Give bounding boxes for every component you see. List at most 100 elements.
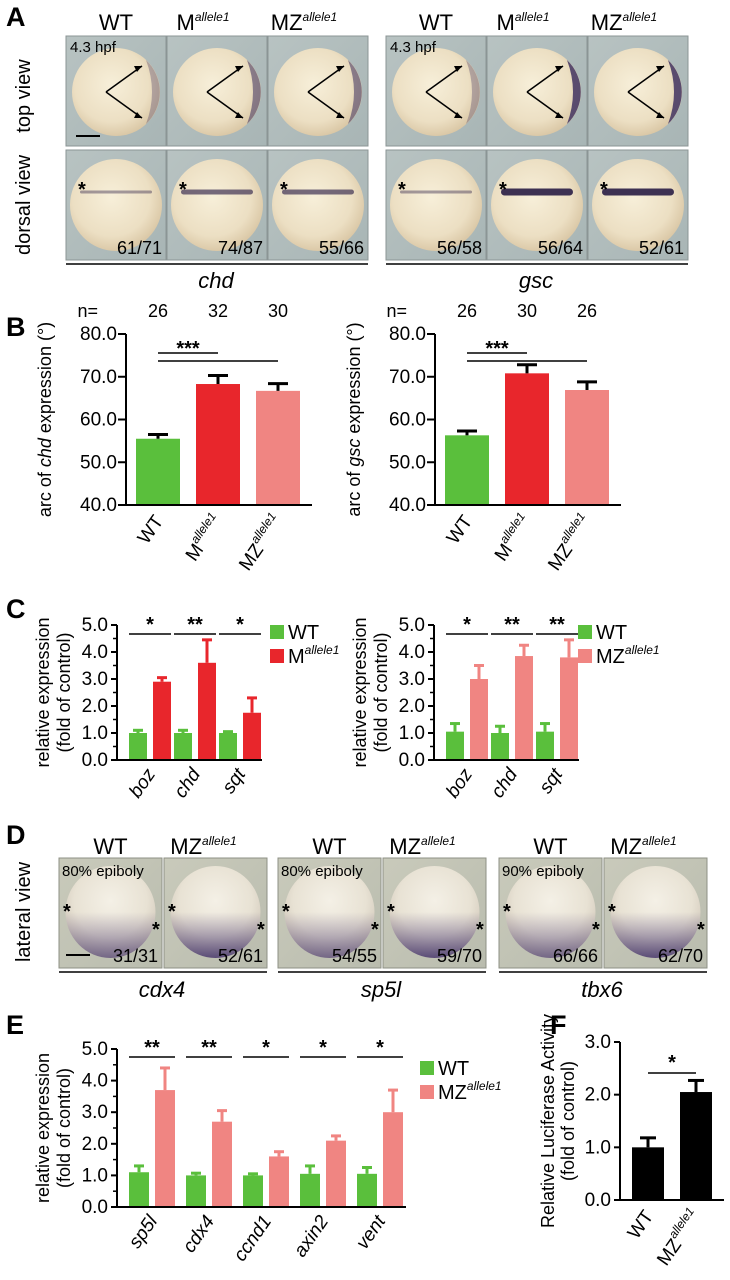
row-label-dorsal-view: dorsal view <box>13 154 35 255</box>
embryo-dorsal <box>70 159 162 251</box>
arc-arrow <box>627 91 665 119</box>
bar <box>536 731 554 760</box>
margin-marker: * <box>503 901 511 923</box>
legend-swatch <box>578 649 592 663</box>
chart-b2-ytick-label: 50.0 <box>389 452 426 473</box>
bar <box>198 662 216 760</box>
chart-e-ytick-label: 0.0 <box>82 1197 108 1218</box>
chart-c1-ytick-label: 1.0 <box>82 723 108 744</box>
chart-e-ytick-label: 1.0 <box>82 1165 108 1186</box>
gene-label: gsc <box>519 268 553 293</box>
embryo-count: 55/66 <box>319 238 364 258</box>
x-tick-label: Mallele1 <box>179 510 228 566</box>
embryo-count: 52/61 <box>639 238 684 258</box>
chart-f-ytick-label: 1.0 <box>585 1137 611 1158</box>
y-axis-label: Relative Luciferase Activity <box>538 1014 558 1228</box>
embryo-dorsal <box>491 159 583 251</box>
genotype-header: MZallele1 <box>271 10 337 35</box>
chart-b1-ytick-label: 80.0 <box>80 324 117 345</box>
y-axis-label: (fold of control) <box>54 1068 74 1188</box>
stage-label: 90% epiboly <box>502 863 584 880</box>
embryo-count: 66/66 <box>553 946 598 966</box>
bar <box>174 733 192 760</box>
panel-label-c: C <box>6 594 26 624</box>
arc-arrow <box>105 65 143 93</box>
embryo-count: 52/61 <box>218 946 263 966</box>
bar <box>470 679 488 760</box>
embryo-count: 59/70 <box>437 946 482 966</box>
panel-label-a: A <box>6 2 26 32</box>
chart-c1-ytick-label: 2.0 <box>82 696 108 717</box>
expression-band <box>170 912 261 959</box>
genotype-header: MZallele1 <box>389 834 455 859</box>
x-tick-label: sp5l <box>125 1211 163 1252</box>
significance-mark: ** <box>144 1037 160 1059</box>
dorsal-band <box>602 188 674 196</box>
chart-c1-ytick-label: 3.0 <box>82 669 108 690</box>
n-label: n= <box>77 301 98 321</box>
chart-c1-ytick-label: 0.0 <box>82 750 108 771</box>
expression-band <box>505 912 596 959</box>
x-tick-label: axin2 <box>290 1211 334 1261</box>
panel-label-e: E <box>6 1010 24 1040</box>
margin-marker: * <box>257 919 265 941</box>
x-tick-label: chd <box>170 764 206 802</box>
y-axis-label: relative expression <box>350 617 370 767</box>
x-tick-label: MZallele1 <box>541 510 597 575</box>
chart-c1-ytick-label: 4.0 <box>82 642 108 663</box>
significance-mark: * <box>668 1052 676 1074</box>
bar <box>383 1112 403 1207</box>
chart-c1-ytick-label: 5.0 <box>82 615 108 636</box>
legend-swatch <box>270 625 284 639</box>
chart-c2-ytick-label: 0.0 <box>399 750 425 771</box>
chart-b1-ytick-label: 70.0 <box>80 367 117 388</box>
chart-b2-ytick-label: 60.0 <box>389 410 426 431</box>
expression-domain <box>668 60 682 124</box>
embryo-count: 74/87 <box>218 238 263 258</box>
embryo-count: 61/71 <box>117 238 162 258</box>
chart-b1-ytick-label: 60.0 <box>80 410 117 431</box>
legend-swatch <box>420 1061 434 1075</box>
panel-f: F 0.0 1.0 2.0 3.0 Relative Luciferase Activit… <box>538 1010 724 1270</box>
margin-marker: * <box>63 901 71 923</box>
chart-e-ytick-label: 3.0 <box>82 1102 108 1123</box>
arc-arrow <box>425 65 463 93</box>
bar <box>186 1175 206 1207</box>
chart-b2-ytick-label: 70.0 <box>389 367 426 388</box>
genotype-header: Mallele1 <box>176 10 229 35</box>
significance-mark: *** <box>485 338 509 360</box>
chart-c2-ytick-label: 3.0 <box>399 669 425 690</box>
arc-arrow <box>105 91 143 119</box>
margin-marker: * <box>371 919 379 941</box>
expression-band <box>389 912 480 959</box>
x-tick-label: sqt <box>535 764 567 797</box>
x-tick-label: Mallele1 <box>488 510 537 566</box>
dorsal-marker: * <box>600 179 608 201</box>
panel-b: B 40.0 50.0 60.0 70.0 80.0 arc of chd expressi… <box>6 301 621 575</box>
gene-label: cdx4 <box>139 977 185 1002</box>
bar <box>256 390 300 505</box>
embryo-dorsal <box>592 159 684 251</box>
x-tick-label: boz <box>442 764 477 802</box>
expression-band <box>610 912 701 959</box>
dorsal-band <box>282 189 354 195</box>
embryo-count: 54/55 <box>332 946 377 966</box>
embryo-count: 62/70 <box>658 946 703 966</box>
arc-arrow <box>526 91 564 119</box>
stage-label: 80% epiboly <box>281 863 363 880</box>
n-value: 30 <box>268 301 288 321</box>
chart-c2-ytick-label: 2.0 <box>399 696 425 717</box>
margin-marker: * <box>168 901 176 923</box>
y-axis-label: arc of chd expression (°) <box>35 322 55 517</box>
embryo-dorsal <box>171 159 263 251</box>
panel-label-d: D <box>6 820 26 850</box>
expression-domain <box>466 60 480 124</box>
legend-label: MZallele1 <box>438 1079 502 1104</box>
genotype-header: MZallele1 <box>591 10 657 35</box>
chart-b2-ytick-label: 40.0 <box>389 495 426 516</box>
chart-c2-ytick-label: 5.0 <box>399 615 425 636</box>
genotype-header: WT <box>312 834 346 859</box>
